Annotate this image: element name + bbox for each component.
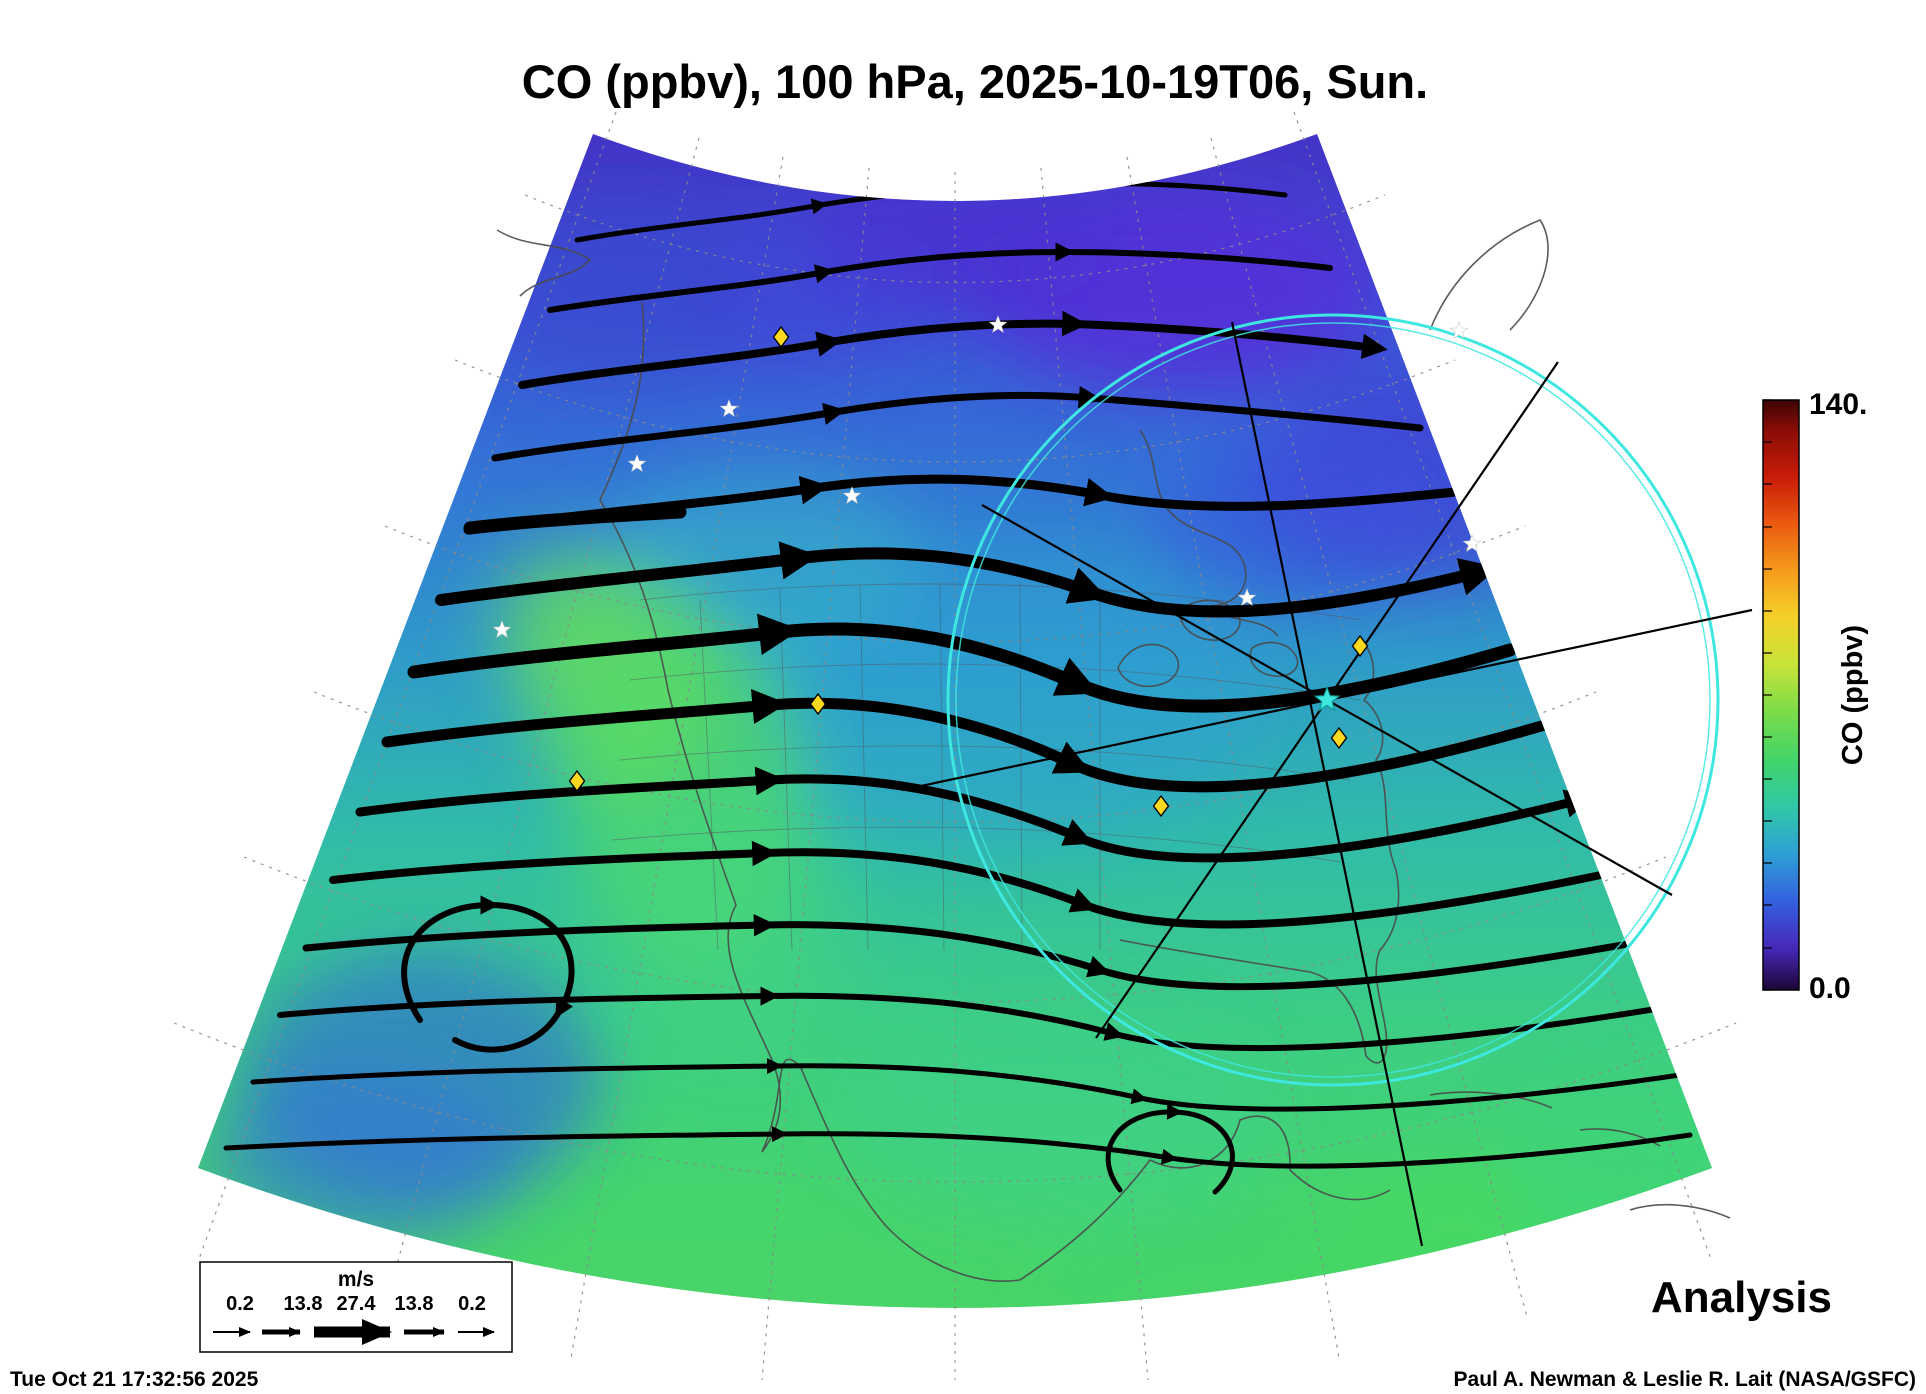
footer-timestamp: Tue Oct 21 17:32:56 2025 bbox=[10, 1368, 259, 1391]
wind-legend-value: 0.2 bbox=[458, 1293, 486, 1315]
streamline bbox=[250, 1058, 1703, 1112]
streamline bbox=[407, 613, 1517, 713]
page-title: CO (ppbv), 100 hPa, 2025-10-19T06, Sun. bbox=[522, 55, 1428, 108]
streamline bbox=[223, 1126, 1693, 1169]
colorbar: 140. 0.0 CO (ppbv) bbox=[1762, 388, 1869, 1005]
colorbar-min-label: 0.0 bbox=[1809, 972, 1851, 1005]
wind-legend-value: 13.8 bbox=[395, 1293, 434, 1315]
streamline-vortex bbox=[401, 895, 575, 1053]
colorbar-max-label: 140. bbox=[1809, 388, 1867, 421]
wind-legend-units: m/s bbox=[338, 1268, 374, 1291]
wind-legend-value: 27.4 bbox=[337, 1293, 377, 1315]
wind-speed-legend: m/s 0.2 13.8 27.4 13.8 0.2 bbox=[199, 1261, 513, 1353]
streamline bbox=[518, 310, 1388, 389]
range-circle-overlay bbox=[946, 313, 1720, 1087]
analysis-label: Analysis bbox=[1651, 1273, 1832, 1322]
streamline bbox=[329, 840, 1619, 929]
footer-credit: Paul A. Newman & Leslie R. Lait (NASA/GS… bbox=[1454, 1368, 1916, 1391]
streamline bbox=[355, 766, 1594, 863]
wind-streamlines bbox=[223, 176, 1703, 1195]
streamline bbox=[463, 505, 687, 535]
wind-legend-value: 13.8 bbox=[284, 1293, 323, 1315]
colorbar-axis-label: CO (ppbv) bbox=[1837, 625, 1869, 765]
streamline bbox=[435, 541, 1499, 618]
streamline bbox=[547, 242, 1333, 313]
wind-legend-value: 0.2 bbox=[226, 1293, 254, 1315]
streamline-vortex bbox=[1105, 1103, 1235, 1195]
colorbar-ticks bbox=[1763, 399, 1772, 991]
